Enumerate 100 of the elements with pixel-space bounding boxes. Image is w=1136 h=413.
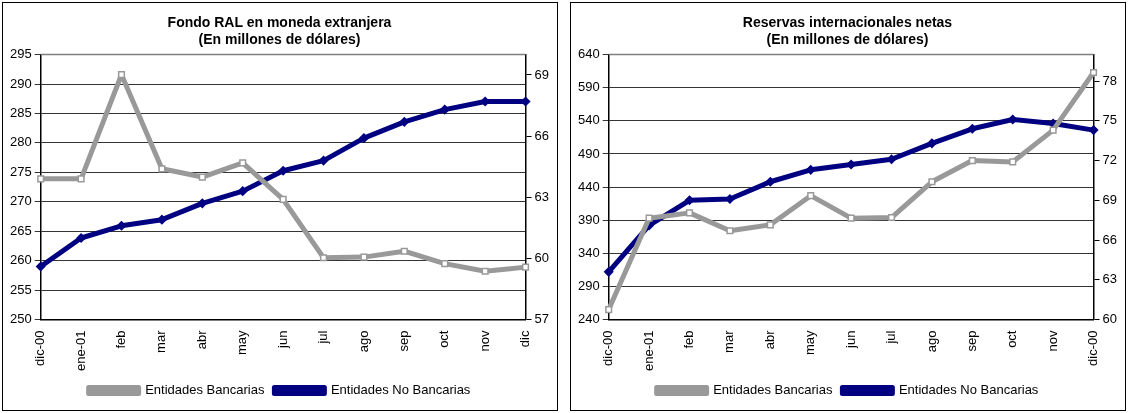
y-tick-label: 260 — [9, 252, 32, 268]
x-tick-label: dic — [517, 330, 533, 348]
x-tick-label: may — [234, 330, 250, 356]
y2-tick-label: 69 — [534, 66, 550, 82]
x-tick-label: nov — [1044, 330, 1060, 352]
point — [197, 198, 208, 209]
chart-title: Fondo RAL en moneda extranjera (En millones de dólares) — [167, 14, 392, 48]
y2-tick-label: 75 — [1102, 112, 1118, 128]
point — [198, 173, 206, 181]
x-tick-label: abr — [761, 329, 777, 350]
x-tick-label: ene-01 — [640, 330, 656, 372]
point — [685, 209, 694, 217]
point — [846, 159, 856, 170]
point — [360, 253, 368, 261]
x-tick-label: abr — [193, 329, 209, 350]
point — [237, 186, 248, 196]
point — [157, 214, 167, 225]
x-tick-label: sep — [963, 330, 979, 352]
point — [319, 254, 328, 262]
y-tick-label: 590 — [577, 79, 600, 95]
y2-tick-label: 60 — [534, 249, 550, 265]
y-tick-label: 275 — [9, 163, 32, 179]
y2-tick-label: 69 — [1102, 191, 1118, 207]
y2-tick-label: 66 — [534, 127, 550, 143]
y-tick-label: 265 — [9, 222, 32, 238]
point — [807, 192, 815, 200]
x-tick-label: jun — [842, 330, 858, 349]
point — [279, 195, 287, 203]
y-tick-label: 290 — [577, 277, 600, 293]
x-tick-label: jun — [274, 330, 290, 349]
y-tick-label: 540 — [577, 112, 600, 128]
point — [603, 267, 614, 277]
legend-label: Entidades No Bancarias — [330, 382, 471, 398]
y2-tick-label: 57 — [534, 311, 550, 327]
point — [887, 213, 896, 222]
point — [1089, 68, 1098, 77]
x-tick-label: ago — [923, 330, 939, 353]
y-tick-label: 340 — [577, 244, 600, 260]
point — [1009, 158, 1017, 166]
y-tick-label: 640 — [577, 46, 600, 62]
point — [1049, 126, 1057, 134]
point — [76, 233, 86, 243]
y2-tick-label: 63 — [534, 188, 550, 204]
chart-title: Reservas internacionales netas (En millones de dólares) — [742, 14, 953, 48]
point — [847, 214, 855, 222]
x-tick-label: feb — [113, 330, 129, 349]
point — [441, 260, 449, 268]
y-tick-label: 270 — [9, 193, 32, 209]
point — [968, 156, 976, 165]
point — [928, 178, 936, 186]
x-tick-label: feb — [681, 330, 697, 349]
point — [521, 263, 530, 271]
y-tick-label: 295 — [9, 46, 32, 62]
legend-label: Entidades Bancarias — [145, 382, 265, 398]
point — [117, 71, 126, 79]
x-tick-label: may — [802, 330, 818, 356]
x-tick-label: oct — [436, 330, 452, 348]
y2-tick-label: 66 — [1102, 231, 1118, 247]
y2-tick-label: 72 — [1102, 152, 1118, 168]
y-tick-label: 285 — [9, 105, 32, 121]
x-tick-label: mar — [153, 329, 169, 353]
x-tick-label: ene-01 — [72, 330, 88, 372]
x-tick-label: dic-00 — [32, 330, 48, 366]
legend-label: Entidades Bancarias — [713, 382, 833, 398]
x-tick-label: dic-00 — [1085, 330, 1101, 366]
y-tick-label: 490 — [577, 145, 600, 161]
x-tick-label: jul — [315, 330, 331, 345]
x-tick-label: ago — [355, 330, 371, 353]
point — [359, 133, 369, 143]
point — [645, 214, 653, 222]
y-tick-label: 280 — [9, 134, 32, 150]
point — [158, 165, 166, 173]
point — [439, 104, 450, 115]
x-tick-label: nov — [476, 330, 492, 352]
point — [726, 227, 734, 235]
point — [77, 175, 85, 183]
y-tick-label: 240 — [577, 311, 600, 327]
point — [605, 306, 613, 314]
y-tick-label: 390 — [577, 211, 600, 227]
x-tick-label: jul — [883, 330, 899, 345]
y2-tick-label: 63 — [1102, 271, 1118, 287]
point — [766, 221, 774, 229]
y-tick-label: 250 — [9, 311, 32, 327]
y2-tick-label: 78 — [1102, 72, 1118, 88]
point — [278, 166, 288, 176]
y-tick-label: 440 — [577, 178, 600, 194]
x-tick-label: dic-00 — [600, 330, 616, 366]
y-tick-label: 255 — [9, 281, 32, 297]
y2-tick-label: 60 — [1102, 311, 1118, 327]
y-tick-label: 290 — [9, 75, 32, 91]
x-tick-label: mar — [721, 329, 737, 353]
x-tick-label: oct — [1004, 330, 1020, 348]
point — [481, 267, 489, 275]
point — [239, 159, 247, 167]
point — [927, 138, 937, 149]
x-tick-label: sep — [395, 330, 411, 352]
point — [400, 247, 408, 255]
legend-label: Entidades No Bancarias — [898, 382, 1039, 398]
point — [805, 165, 816, 175]
point — [318, 155, 329, 166]
